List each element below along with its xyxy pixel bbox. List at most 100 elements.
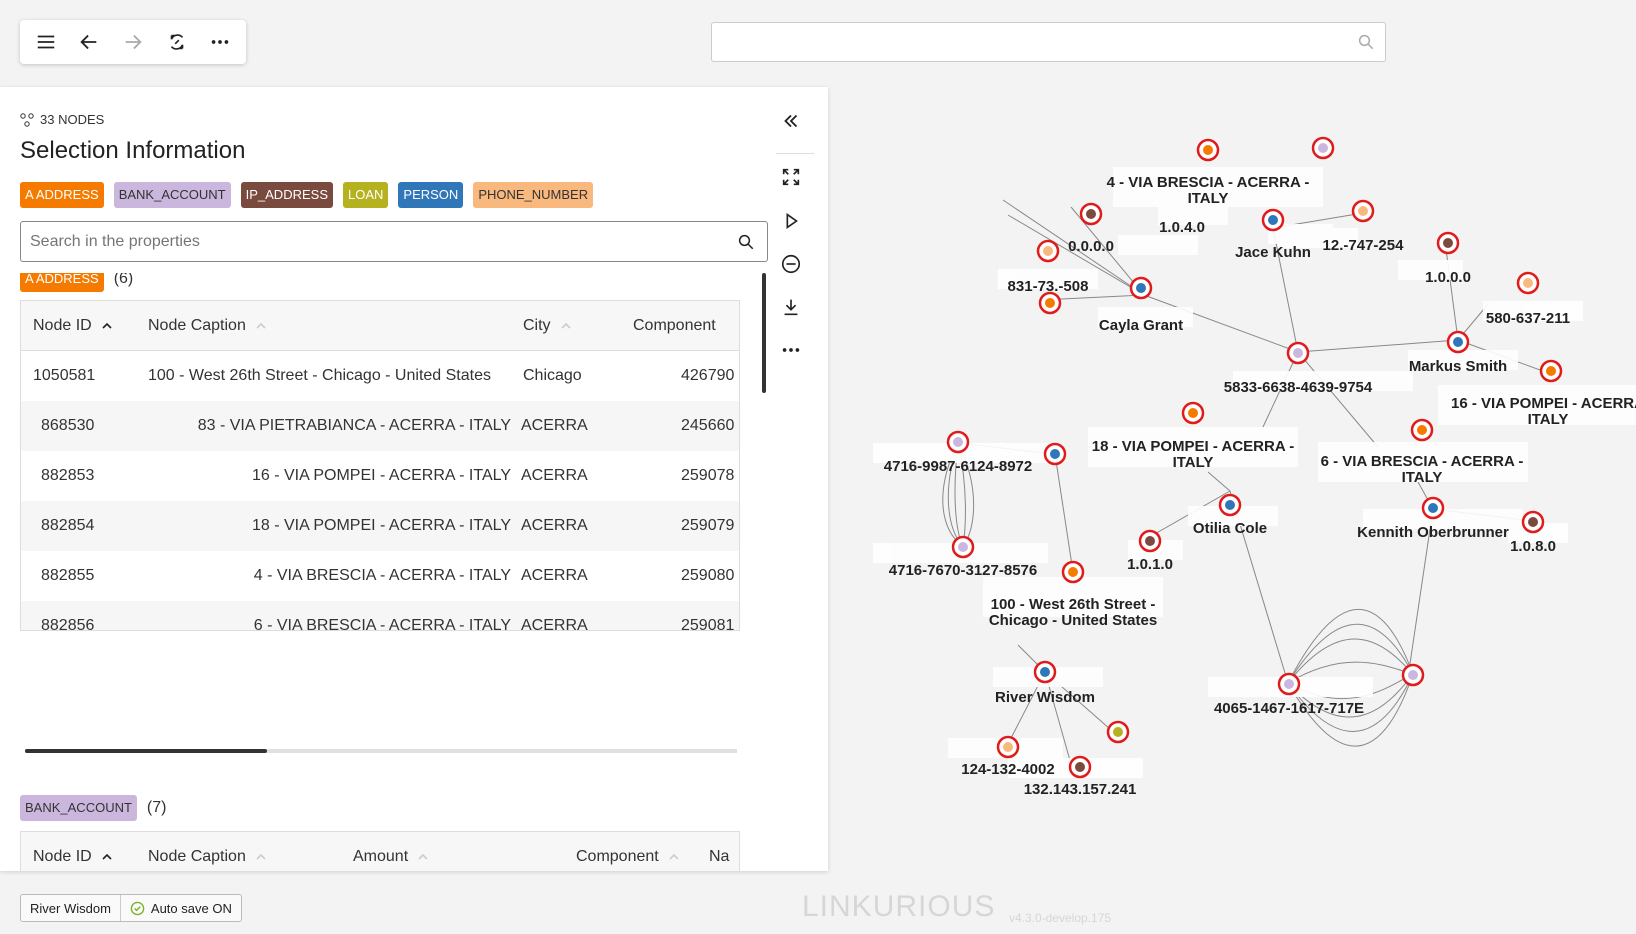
graph-node[interactable] xyxy=(1401,663,1425,687)
download-icon[interactable] xyxy=(770,289,812,325)
graph-node-label: 1.0.8.0 xyxy=(1510,538,1556,555)
table-row[interactable]: 882855 4 - VIA BRESCIA - ACERRA - ITALY … xyxy=(21,551,739,601)
graph-node-label: 831-73.-508 xyxy=(1008,278,1089,295)
graph-node[interactable] xyxy=(1106,720,1130,744)
top-toolbar xyxy=(20,20,246,64)
column-header-node-id[interactable]: Node ID xyxy=(21,317,136,335)
autosave-indicator[interactable]: Auto save ON xyxy=(121,895,241,921)
graph-node[interactable] xyxy=(1286,341,1310,365)
graph-node[interactable] xyxy=(1436,231,1460,255)
graph-node-label: 5833-6638-4639-9754 xyxy=(1224,379,1373,396)
check-circle-icon xyxy=(130,901,145,915)
column-header-component[interactable]: Component xyxy=(633,316,716,334)
current-user[interactable]: River Wisdom xyxy=(21,895,121,921)
table-row[interactable]: 882854 18 - VIA POMPEI - ACERRA - ITALY … xyxy=(21,501,739,551)
graph-node[interactable] xyxy=(1311,136,1335,160)
panel-side-actions xyxy=(770,87,828,871)
version-label: v4.3.0-develop.175 xyxy=(1009,911,1112,925)
graph-node-label: 132.143.157.241 xyxy=(1024,781,1137,798)
graph-node[interactable] xyxy=(1068,755,1092,779)
graph-node-label: ITALY xyxy=(1188,190,1229,207)
graph-node[interactable] xyxy=(1181,401,1205,425)
table-row[interactable]: 882853 16 - VIA POMPEI - ACERRA - ITALY … xyxy=(21,451,739,501)
graph-node[interactable] xyxy=(996,735,1020,759)
chip-phone-number[interactable]: PHONE_NUMBER xyxy=(473,182,594,208)
graph-node-label: 16 - VIA POMPEI - ACERRA xyxy=(1451,395,1636,412)
groups-scroll-area[interactable]: A ADDRESS (6) Node ID Node Caption City … xyxy=(20,273,770,871)
graph-node[interactable] xyxy=(1079,202,1103,226)
minus-circle-icon[interactable] xyxy=(770,246,812,282)
node-count-label: 33 NODES xyxy=(40,112,105,127)
graph-node-label: 6 - VIA BRESCIA - ACERRA - xyxy=(1321,453,1524,470)
chip-a-address[interactable]: A ADDRESS xyxy=(20,182,104,208)
graph-node[interactable] xyxy=(1196,138,1220,162)
graph-node[interactable] xyxy=(1277,672,1301,696)
table-horizontal-scrollbar[interactable] xyxy=(25,749,737,753)
graph-canvas[interactable]: 4 - VIA BRESCIA - ACERRA - ITALY 1.0.4.0… xyxy=(828,87,1636,887)
graph-node[interactable] xyxy=(1421,496,1445,520)
graph-node[interactable] xyxy=(951,535,975,559)
panel-vertical-scrollbar[interactable] xyxy=(762,273,766,393)
cell-city: ACERRA xyxy=(521,467,588,484)
cell-city: ACERRA xyxy=(521,417,588,434)
arrow-right-icon[interactable] xyxy=(113,24,153,60)
group-chip-a-address[interactable]: A ADDRESS xyxy=(20,273,104,292)
graph-node-label: 100 - West 26th Street - xyxy=(991,596,1156,613)
graph-node[interactable] xyxy=(1351,199,1375,223)
chip-person[interactable]: PERSON xyxy=(398,182,464,208)
graph-node[interactable] xyxy=(1446,330,1470,354)
sort-icon xyxy=(418,853,428,860)
group-header-bank-account: BANK_ACCOUNT (7) xyxy=(20,795,166,821)
collapse-double-chevron-icon[interactable] xyxy=(770,103,812,139)
graph-node[interactable] xyxy=(1033,660,1057,684)
global-search-input[interactable] xyxy=(712,23,1385,61)
cell-component: 259079 xyxy=(681,517,735,534)
graph-node-label: ITALY xyxy=(1402,469,1443,486)
graph-node[interactable] xyxy=(1036,239,1060,263)
category-chips: A ADDRESS BANK_ACCOUNT IP_ADDRESS LOAN P… xyxy=(20,182,594,208)
chip-bank-account[interactable]: BANK_ACCOUNT xyxy=(113,182,231,208)
graph-node[interactable] xyxy=(1261,208,1285,232)
table-row[interactable]: 1050581 100 - West 26th Street - Chicago… xyxy=(21,351,739,401)
graph-node[interactable] xyxy=(1218,493,1242,517)
arrow-left-icon[interactable] xyxy=(70,24,110,60)
property-search-input[interactable] xyxy=(21,222,767,261)
more-horizontal-icon[interactable] xyxy=(200,24,240,60)
column-header-component[interactable]: Component xyxy=(541,848,681,866)
column-header-node-caption[interactable]: Node Caption xyxy=(136,317,511,335)
column-header-city[interactable]: City xyxy=(511,317,611,335)
global-search xyxy=(711,22,1386,62)
graph-node[interactable] xyxy=(1043,442,1067,466)
graph-node[interactable] xyxy=(1410,418,1434,442)
graph-node[interactable] xyxy=(1038,291,1062,315)
more-horizontal-icon[interactable] xyxy=(770,332,812,368)
chip-ip-address[interactable]: IP_ADDRESS xyxy=(240,182,333,208)
graph-node-label: ITALY xyxy=(1528,411,1569,428)
graph-node[interactable] xyxy=(1539,359,1563,383)
graph-node[interactable] xyxy=(1521,510,1545,534)
refresh-icon[interactable] xyxy=(157,24,197,60)
graph-node-label: Jace Kuhn xyxy=(1235,244,1311,261)
search-icon[interactable] xyxy=(737,233,755,251)
hamburger-icon[interactable] xyxy=(26,24,66,60)
graph-node[interactable] xyxy=(1129,276,1153,300)
fullscreen-icon[interactable] xyxy=(770,159,812,195)
column-header-node-id[interactable]: Node ID xyxy=(21,848,136,866)
graph-node[interactable] xyxy=(946,430,970,454)
search-icon[interactable] xyxy=(1357,33,1375,51)
graph-node[interactable] xyxy=(1138,529,1162,553)
play-icon[interactable] xyxy=(770,203,812,239)
table-row[interactable]: 868530 83 - VIA PIETRABIANCA - ACERRA - … xyxy=(21,401,739,451)
chip-loan[interactable]: LOAN xyxy=(343,182,389,208)
group-chip-bank-account[interactable]: BANK_ACCOUNT xyxy=(20,795,137,821)
table-row[interactable]: 882856 6 - VIA BRESCIA - ACERRA - ITALY … xyxy=(21,601,739,630)
column-header-node-caption[interactable]: Node Caption xyxy=(136,848,341,866)
cell-component: 259080 xyxy=(681,567,735,584)
graph-nodes[interactable] xyxy=(946,136,1563,779)
graph-node[interactable] xyxy=(1061,560,1085,584)
nodes-icon xyxy=(20,112,34,127)
column-header-na[interactable]: Na xyxy=(709,847,730,865)
graph-node[interactable] xyxy=(1516,271,1540,295)
column-header-amount[interactable]: Amount xyxy=(341,848,541,866)
scrollbar-thumb[interactable] xyxy=(25,749,267,753)
